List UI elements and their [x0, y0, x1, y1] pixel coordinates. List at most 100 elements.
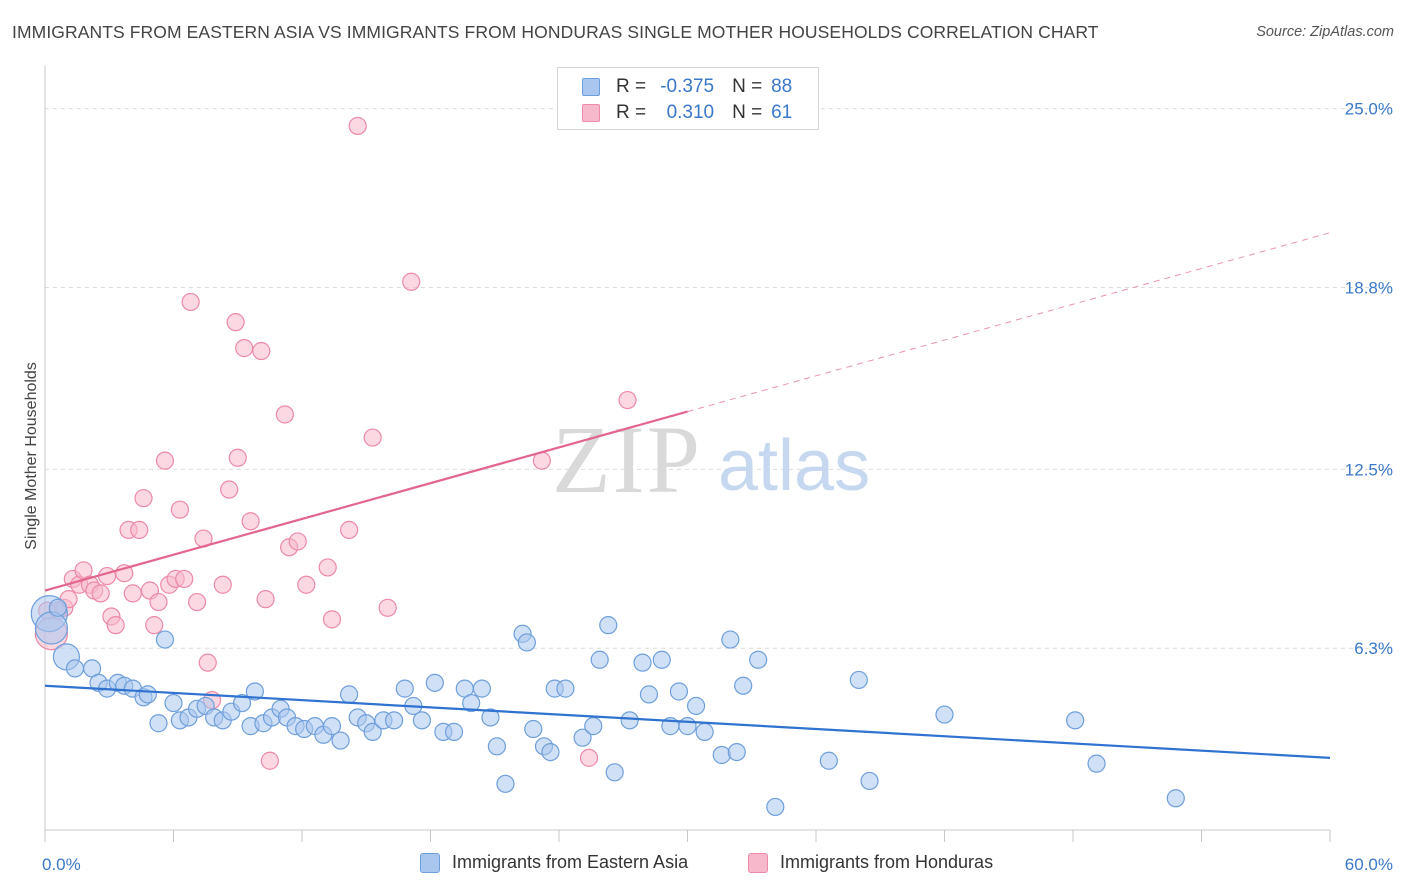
legend-r-label: R =	[616, 102, 647, 123]
eastern-asia-point	[584, 717, 603, 736]
legend-item-honduras[interactable]: Immigrants from Honduras	[748, 852, 993, 873]
eastern-asia-point	[860, 771, 879, 791]
eastern-asia-point	[633, 653, 652, 672]
eastern-asia-point	[164, 693, 183, 713]
eastern-asia-point	[652, 650, 671, 669]
eastern-asia-point	[245, 682, 264, 701]
honduras-point	[181, 292, 200, 312]
eastern-asia-point	[444, 722, 464, 741]
honduras-point	[170, 500, 190, 519]
honduras-point	[275, 405, 294, 424]
eastern-asia-point	[819, 751, 838, 770]
honduras-trend-extension	[687, 232, 1331, 413]
eastern-asia-point	[541, 742, 560, 762]
legend-n-label: N =	[732, 76, 763, 97]
eastern-asia-point	[384, 711, 404, 730]
legend-r-value: 0.310	[666, 102, 715, 123]
honduras-point	[618, 390, 637, 410]
eastern-asia-point	[322, 717, 342, 736]
honduras-point	[322, 610, 342, 629]
legend-swatch-blue	[420, 852, 440, 873]
eastern-asia-point	[481, 708, 500, 727]
series-honduras-points	[34, 116, 637, 770]
honduras-point	[134, 489, 153, 508]
honduras-point	[198, 653, 217, 672]
honduras-point	[318, 558, 337, 577]
honduras-point	[220, 480, 239, 499]
eastern-asia-point	[462, 693, 481, 713]
honduras-point	[155, 451, 175, 470]
eastern-asia-point	[138, 685, 157, 704]
eastern-asia-point	[686, 696, 706, 716]
eastern-asia-point	[620, 711, 639, 730]
legend-swatch-pink	[582, 104, 600, 122]
chart-title: IMMIGRANTS FROM EASTERN ASIA VS IMMIGRAN…	[12, 22, 1099, 42]
eastern-asia-point	[524, 719, 543, 739]
eastern-asia-point	[496, 774, 515, 793]
honduras-point	[187, 592, 207, 612]
eastern-asia-point	[1166, 789, 1185, 808]
eastern-asia-point	[639, 685, 659, 704]
legend-label-honduras: Immigrants from Honduras	[780, 852, 994, 872]
eastern-asia-point	[935, 705, 954, 724]
honduras-point	[149, 592, 168, 612]
x-tick-label: 60.0%	[1345, 855, 1393, 874]
honduras-point	[378, 598, 397, 617]
grid-lines	[45, 108, 1392, 649]
honduras-point	[145, 616, 164, 635]
eastern-asia-point	[605, 763, 624, 782]
honduras-point	[256, 590, 275, 609]
eastern-asia-point	[766, 797, 785, 817]
honduras-point	[340, 520, 359, 540]
series-eastern-asia-points	[30, 594, 1185, 817]
watermark-atlas: atlas	[718, 426, 870, 506]
eastern-asia-point	[1066, 711, 1085, 730]
eastern-asia-point	[48, 598, 67, 617]
honduras-point	[348, 116, 367, 136]
honduras-point	[252, 341, 271, 361]
legend-r-label: R =	[616, 76, 647, 97]
honduras-point	[363, 428, 382, 447]
eastern-asia-point	[363, 722, 382, 741]
honduras-point	[175, 569, 194, 589]
source-label: Source: ZipAtlas.com	[1256, 24, 1394, 40]
eastern-asia-point	[749, 650, 768, 669]
legend-row-eastern-asia: R = -0.375 N = 88	[582, 75, 792, 99]
eastern-asia-point	[1087, 754, 1106, 773]
eastern-asia-point	[487, 737, 506, 756]
legend-item-eastern-asia[interactable]: Immigrants from Eastern Asia	[420, 852, 688, 873]
honduras-point	[98, 566, 117, 586]
honduras-point	[213, 575, 232, 594]
watermark: ZIP atlas	[552, 406, 870, 513]
eastern-asia-point	[556, 679, 575, 698]
legend-r-value: -0.375	[660, 76, 715, 97]
honduras-point	[106, 616, 125, 635]
y-tick-label: 25.0%	[1345, 100, 1393, 119]
honduras-point	[91, 584, 110, 603]
tick-labels: 6.3% 12.5% 18.8% 25.0% 0.0% 60.0%	[42, 100, 1393, 874]
watermark-zip: ZIP	[552, 406, 702, 513]
legend-row-honduras: R = 0.310 N = 61	[582, 101, 792, 125]
eastern-asia-point	[65, 659, 85, 678]
honduras-point	[402, 272, 421, 291]
honduras-point	[130, 520, 149, 540]
eastern-asia-point	[849, 670, 868, 690]
eastern-asia-point	[695, 722, 714, 741]
legend-label-eastern-asia: Immigrants from Eastern Asia	[452, 852, 689, 872]
eastern-asia-point	[721, 630, 740, 649]
eastern-asia-point	[34, 611, 69, 645]
eastern-asia-point	[669, 682, 689, 701]
honduras-trend-line	[44, 410, 688, 592]
eastern-asia-point	[395, 679, 414, 698]
trend-lines	[44, 232, 1331, 759]
eastern-asia-point	[472, 679, 491, 698]
eastern-asia-point	[517, 633, 536, 652]
eastern-asia-point	[599, 616, 618, 635]
honduras-point	[579, 748, 599, 767]
eastern-asia-trend-line	[44, 684, 1331, 759]
honduras-point	[260, 751, 279, 770]
honduras-point	[288, 532, 307, 551]
y-axis-label: Single Mother Households	[23, 362, 40, 550]
honduras-point	[297, 575, 316, 594]
honduras-point	[228, 448, 247, 467]
